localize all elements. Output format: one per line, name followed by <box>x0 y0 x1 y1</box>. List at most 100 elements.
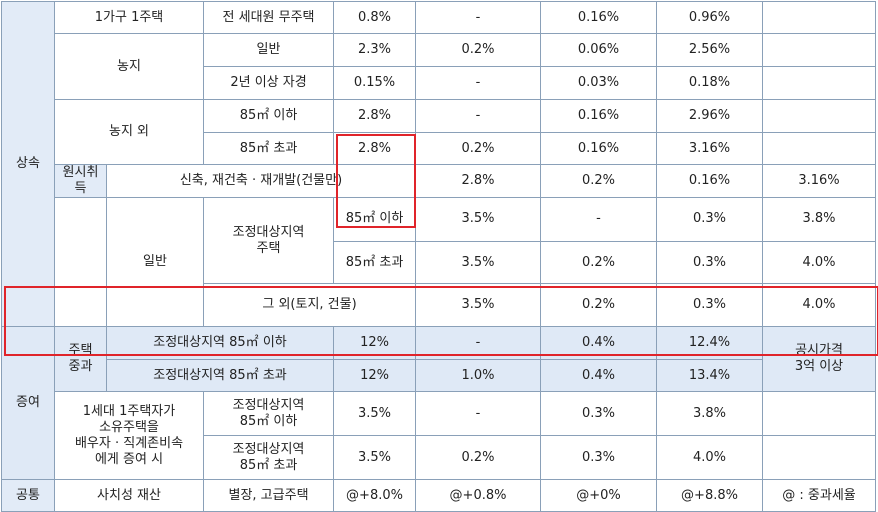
rate-local-education: 0.16% <box>540 1 658 34</box>
rate-rural-special: 0.2% <box>415 33 542 67</box>
type-cell: 농지 외 <box>53 99 205 165</box>
note-cell <box>762 1 877 34</box>
table-row: 1세대 1주택자가 소유주택을 배우자 · 직계존비속 에게 증여 시 조정대상지… <box>2 391 877 480</box>
note-cell <box>762 435 877 480</box>
rate-local-education: 0.4% <box>540 359 658 392</box>
rate-acquisition: 2.8% <box>333 99 417 133</box>
rate-rural-special: 0.2% <box>540 164 658 198</box>
rate-total: 12.4% <box>656 326 764 360</box>
rate-rural-special: - <box>415 99 542 133</box>
note-cell <box>762 391 877 436</box>
type-cell: 일반 <box>105 197 205 327</box>
rate-local-education: 0.16% <box>656 164 764 198</box>
note-cell <box>762 66 877 100</box>
condition-cell: 조정대상지역 85㎡ 초과 <box>105 359 335 392</box>
rate-rural-special: - <box>415 1 542 34</box>
table-row: 원시취득 신축, 재건축 · 재개발(건물만) 2.8% 0.2% 0.16% 3.16% <box>2 164 877 198</box>
condition-cell: 85㎡ 이하 <box>333 197 417 242</box>
note-cell <box>762 132 877 165</box>
rate-total: 2.96% <box>656 99 764 133</box>
category-inheritance: 상속 <box>1 1 55 327</box>
condition-cell: 85㎡ 초과 <box>203 132 335 165</box>
rate-local-education: 0.3% <box>656 283 764 327</box>
condition-cell: 조정대상지역 85㎡ 이하 <box>203 391 335 436</box>
condition-cell: 2년 이상 자경 <box>203 66 335 100</box>
rate-local-education: @+0% <box>540 479 658 512</box>
rate-total: 0.96% <box>656 1 764 34</box>
type-cell: 주택 중과 <box>54 326 107 392</box>
rate-total: 4.0% <box>762 283 877 327</box>
rate-acquisition: 3.5% <box>415 240 542 285</box>
rate-acquisition: 3.5% <box>415 283 542 327</box>
table-row: 조정대상지역 85㎡ 초과 3.5% 0.2% 0.3% 4.0% <box>2 435 877 480</box>
rate-local-education: 0.3% <box>540 391 658 436</box>
table-row: 농지 일반 2.3% 0.2% 0.06% 2.56% <box>2 33 877 100</box>
rate-local-education: 0.3% <box>656 240 764 285</box>
table-row: 공통 사치성 재산 별장, 고급주택 @+8.0% @+0.8% @+0% @+8.8% @ … <box>1 479 877 512</box>
rate-rural-special: - <box>540 197 658 242</box>
table-row: 조정대상지역 85㎡ 초과 12% 1.0% 0.4% 13.4% <box>2 359 876 392</box>
type-cell: 1가구 1주택 <box>53 1 205 34</box>
table-row: 농지 외 85㎡ 이하 2.8% -0.16% 2.96% <box>2 99 877 165</box>
type-cell: 신축, 재건축 · 재개발(건물만) <box>105 164 417 198</box>
rate-rural-special: 0.2% <box>540 240 658 285</box>
table-row: 85㎡ 초과 2.8% 0.2% 0.16% 3.16% <box>2 132 877 165</box>
category-original-acquisition: 원시취득 <box>54 164 107 198</box>
note-cell: 공시가격 3억 이상 <box>762 326 877 392</box>
rate-local-education: 0.16% <box>540 132 658 165</box>
type-cell: 농지 <box>53 33 205 100</box>
rate-acquisition: 3.5% <box>333 391 417 436</box>
rate-total: 0.18% <box>656 66 764 100</box>
type-cell: 사치성 재산 <box>53 479 205 512</box>
rate-acquisition: 12% <box>333 359 417 392</box>
rate-total: 4.0% <box>762 240 877 285</box>
condition-cell: 조정대상지역 85㎡ 이하 <box>105 326 335 360</box>
rate-rural-special: 0.2% <box>415 435 542 480</box>
condition-cell: 85㎡ 이하 <box>203 99 335 133</box>
condition-cell: 그 외(토지, 건물) <box>203 283 417 327</box>
rate-rural-special: - <box>415 66 542 100</box>
subtype-cell: 조정대상지역 주택 <box>203 196 335 285</box>
rate-acquisition: 2.8% <box>415 164 542 198</box>
rate-total: @+8.8% <box>656 479 764 512</box>
rate-acquisition: 3.5% <box>333 435 417 480</box>
rate-acquisition: @+8.0% <box>333 479 417 512</box>
table-row: 85㎡ 초과 3.5% 0.2% 0.3% 4.0% <box>2 240 877 285</box>
note-cell <box>762 33 877 67</box>
rate-rural-special: - <box>415 326 542 360</box>
rate-acquisition: 0.8% <box>333 1 417 34</box>
rate-rural-special: 0.2% <box>540 283 658 327</box>
rate-acquisition: 3.5% <box>415 197 542 242</box>
rate-acquisition: 2.3% <box>333 33 417 67</box>
condition-cell: 별장, 고급주택 <box>203 479 335 512</box>
rate-rural-special: 0.2% <box>415 132 542 165</box>
rate-local-education: 0.16% <box>540 99 658 133</box>
table-row: 상속 1가구 1주택 전 세대원 무주택 0.8% -0.16% 0.96% <box>1 1 877 327</box>
rate-local-education: 0.3% <box>540 435 658 480</box>
note-cell: @ : 중과세율 <box>762 479 877 512</box>
rate-total: 3.16% <box>656 132 764 165</box>
category-common: 공통 <box>1 479 55 512</box>
rate-total: 3.8% <box>762 197 877 242</box>
rate-acquisition: 2.8% <box>333 132 417 165</box>
category-gift: 증여 <box>1 326 55 480</box>
rate-local-education: 0.03% <box>540 66 658 100</box>
rate-rural-special: @+0.8% <box>415 479 542 512</box>
table-row: 증여 주택 중과 조정대상지역 85㎡ 이하 12% -0.4% 12.4% 공시가격 3억… <box>1 326 877 480</box>
rate-total: 2.56% <box>656 33 764 67</box>
category-blank <box>54 197 107 327</box>
rate-total: 3.16% <box>762 164 877 198</box>
rate-local-education: 0.06% <box>540 33 658 67</box>
rate-acquisition: 0.15% <box>333 66 417 100</box>
condition-cell: 일반 <box>203 33 335 67</box>
rate-total: 13.4% <box>656 359 764 392</box>
note-cell <box>762 99 877 133</box>
rate-total: 3.8% <box>656 391 764 436</box>
table-row: 그 외(토지, 건물) 3.5% 0.2% 0.3% 4.0% <box>2 283 877 327</box>
condition-cell: 조정대상지역 85㎡ 초과 <box>203 435 335 480</box>
rate-acquisition: 12% <box>333 326 417 360</box>
condition-cell: 85㎡ 초과 <box>333 240 417 285</box>
